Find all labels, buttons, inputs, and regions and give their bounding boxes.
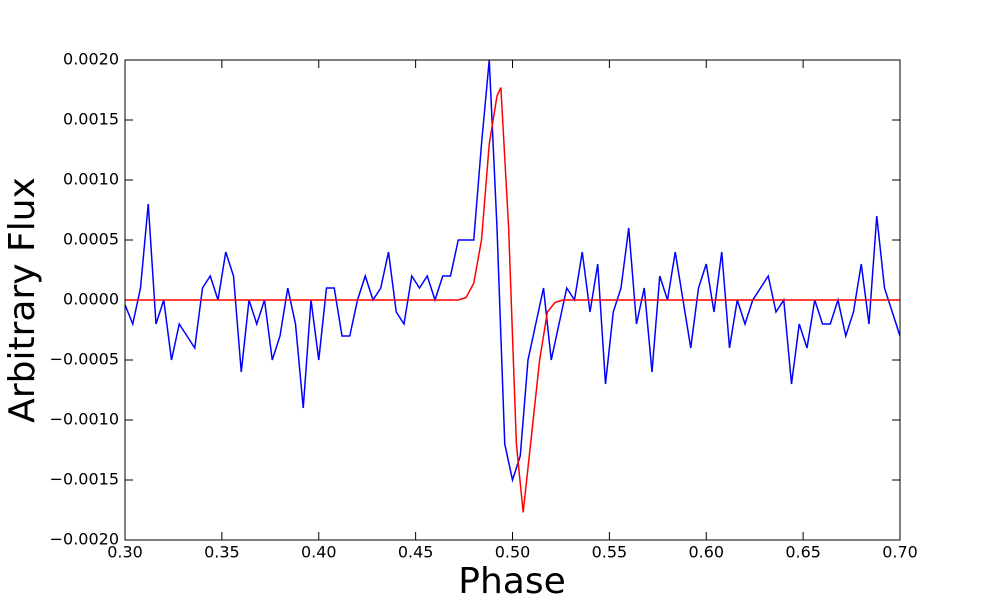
y-tick-label: 0.0010 — [63, 170, 119, 189]
y-tick-label: −0.0020 — [50, 530, 119, 549]
y-tick-label: 0.0020 — [63, 50, 119, 69]
y-tick-label: 0.0015 — [63, 110, 119, 129]
y-tick-label: −0.0015 — [50, 470, 119, 489]
y-axis-label: Arbitrary Flux — [2, 177, 43, 423]
x-tick-label: 0.50 — [495, 543, 531, 562]
x-tick-label: 0.35 — [204, 543, 240, 562]
x-tick-label: 0.40 — [301, 543, 337, 562]
x-tick-label: 0.70 — [882, 543, 918, 562]
plot-frame — [124, 59, 901, 541]
y-tick-label: 0.0000 — [63, 290, 119, 309]
x-tick-label: 0.45 — [398, 543, 434, 562]
x-tick-label: 0.60 — [688, 543, 724, 562]
x-tick-label: 0.30 — [107, 543, 143, 562]
y-tick-label: 0.0005 — [63, 230, 119, 249]
x-tick-label: 0.65 — [785, 543, 821, 562]
x-axis-label: Phase — [458, 561, 566, 600]
y-tick-label: −0.0010 — [50, 410, 119, 429]
x-tick-label: 0.55 — [592, 543, 628, 562]
data-line — [125, 60, 900, 483]
data-line — [125, 87, 900, 513]
y-tick-label: −0.0005 — [50, 350, 119, 369]
